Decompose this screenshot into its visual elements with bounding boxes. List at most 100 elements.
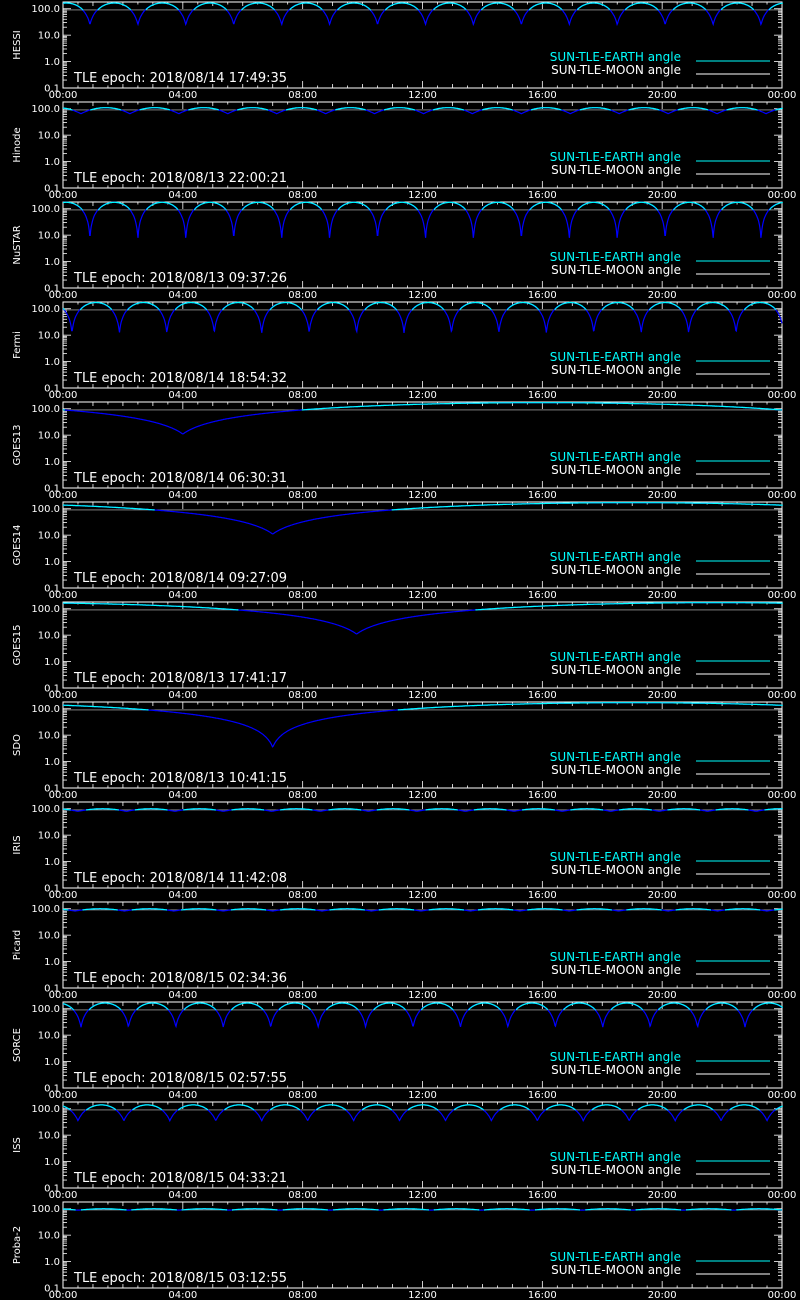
x-tick-label: 12:00 (408, 290, 437, 301)
panel-goes15: 100.010.01.00.100:00 04:00 08:00 12:00 16:00… (12, 601, 797, 701)
legend-earth-label: SUN-TLE-EARTH angle (550, 550, 681, 564)
x-tick-label: 12:00 (408, 1090, 437, 1101)
y-tick-label: 100.0 (31, 4, 60, 15)
y-tick-label: 1.0 (44, 1157, 60, 1168)
y-tick-label: 1.0 (44, 257, 60, 268)
legend-moon-label: SUN-TLE-MOON angle (551, 663, 681, 677)
x-tick-label: 00:00 (49, 890, 78, 901)
x-tick-label: 08:00 (288, 690, 317, 701)
y-axis-label: Proba-2 (12, 1226, 23, 1264)
x-tick-label: 00:00 (768, 1290, 797, 1300)
x-tick-label: 00:00 (49, 1190, 78, 1201)
tle-epoch-label: TLE epoch: 2018/08/15 02:34:36 (73, 971, 287, 986)
y-axis-label: Fermi (12, 331, 23, 359)
x-tick-label: 08:00 (288, 1290, 317, 1300)
legend-earth-label: SUN-TLE-EARTH angle (550, 1250, 681, 1264)
tle-epoch-label: TLE epoch: 2018/08/14 09:27:09 (73, 571, 287, 586)
legend-moon-label: SUN-TLE-MOON angle (551, 263, 681, 277)
y-tick-label: 1.0 (44, 857, 60, 868)
x-tick-label: 00:00 (768, 1090, 797, 1101)
y-axis-label: GOES13 (12, 424, 23, 465)
x-tick-label: 00:00 (49, 990, 78, 1001)
panel-iris: 100.010.01.00.100:00 04:00 08:00 12:00 16:00… (12, 801, 797, 901)
panel-hessi: 100.010.01.00.100:00 04:00 08:00 12:00 16:00… (12, 1, 796, 101)
legend-earth-label: SUN-TLE-EARTH angle (550, 150, 681, 164)
y-tick-label: 100.0 (31, 904, 60, 915)
x-tick-label: 20:00 (648, 1190, 677, 1201)
sun-tle-moon-curve (63, 808, 782, 812)
y-tick-label: 1.0 (44, 57, 60, 68)
y-axis-label: ISS (12, 1137, 23, 1153)
y-tick-label: 100.0 (31, 104, 60, 115)
y-tick-label: 1.0 (44, 757, 60, 768)
panel-goes13: 100.010.01.00.100:00 04:00 08:00 12:00 16:00… (12, 401, 797, 501)
y-axis-label: GOES14 (12, 524, 23, 565)
tle-epoch-label: TLE epoch: 2018/08/13 22:00:21 (73, 171, 287, 186)
y-tick-label: 10.0 (38, 731, 60, 742)
x-tick-label: 12:00 (408, 190, 437, 201)
y-tick-label: 0.1 (44, 684, 60, 695)
y-tick-label: 100.0 (31, 1004, 60, 1015)
sun-tle-earth-curve (63, 1104, 783, 1111)
y-tick-label: 100.0 (31, 404, 60, 415)
x-tick-label: 04:00 (168, 390, 197, 401)
x-tick-label: 04:00 (168, 1290, 197, 1300)
x-tick-label: 00:00 (768, 690, 797, 701)
x-tick-label: 20:00 (648, 890, 677, 901)
legend-moon-label: SUN-TLE-MOON angle (551, 163, 681, 177)
y-tick-label: 0.1 (44, 1084, 60, 1095)
x-tick-label: 04:00 (168, 90, 197, 101)
x-tick-label: 08:00 (288, 890, 317, 901)
sun-tle-earth-curve (63, 702, 783, 711)
tle-epoch-label: TLE epoch: 2018/08/13 09:37:26 (73, 271, 287, 286)
x-tick-label: 00:00 (49, 390, 78, 401)
x-tick-label: 16:00 (528, 1290, 557, 1300)
x-tick-label: 16:00 (528, 1190, 557, 1201)
x-tick-label: 08:00 (288, 790, 317, 801)
legend-earth-label: SUN-TLE-EARTH angle (550, 50, 681, 64)
x-tick-label: 12:00 (408, 90, 437, 101)
y-tick-label: 1.0 (44, 657, 60, 668)
x-tick-label: 12:00 (408, 990, 437, 1001)
y-tick-label: 0.1 (44, 384, 60, 395)
sun-tle-earth-curve (63, 301, 777, 311)
sun-tle-moon-curve (63, 702, 782, 748)
panel-sdo: 100.010.01.00.100:00 04:00 08:00 12:00 16:00… (12, 701, 797, 801)
x-tick-label: 00:00 (768, 890, 797, 901)
legend-moon-label: SUN-TLE-MOON angle (551, 363, 681, 377)
x-tick-label: 00:00 (768, 790, 797, 801)
x-tick-label: 20:00 (648, 390, 677, 401)
legend-moon-label: SUN-TLE-MOON angle (551, 1263, 681, 1277)
x-tick-label: 08:00 (288, 190, 317, 201)
x-tick-label: 20:00 (648, 690, 677, 701)
panel-goes14: 100.010.01.00.100:00 04:00 08:00 12:00 16:00… (12, 501, 796, 601)
y-tick-label: 0.1 (44, 84, 60, 95)
x-tick-label: 00:00 (49, 1090, 78, 1101)
x-tick-label: 12:00 (408, 790, 437, 801)
y-tick-label: 0.1 (44, 1284, 60, 1295)
sun-tle-moon-curve (63, 201, 783, 238)
y-tick-label: 100.0 (31, 704, 60, 715)
legend-moon-label: SUN-TLE-MOON angle (551, 763, 681, 777)
x-tick-label: 04:00 (168, 690, 197, 701)
x-tick-label: 20:00 (648, 290, 677, 301)
x-tick-label: 08:00 (288, 90, 317, 101)
x-tick-label: 00:00 (49, 290, 78, 301)
y-tick-label: 10.0 (38, 631, 60, 642)
y-tick-label: 1.0 (44, 557, 60, 568)
x-tick-label: 00:00 (768, 990, 797, 1001)
x-tick-label: 12:00 (408, 1190, 437, 1201)
legend-moon-label: SUN-TLE-MOON angle (551, 463, 681, 477)
y-axis-label: NuSTAR (12, 225, 23, 264)
x-tick-label: 16:00 (528, 490, 557, 501)
x-tick-label: 00:00 (768, 190, 797, 201)
y-tick-label: 10.0 (38, 1031, 60, 1042)
x-tick-label: 00:00 (49, 690, 78, 701)
legend-moon-label: SUN-TLE-MOON angle (551, 1163, 681, 1177)
x-tick-label: 12:00 (408, 590, 437, 601)
x-tick-label: 08:00 (288, 290, 317, 301)
x-tick-label: 00:00 (768, 490, 797, 501)
x-tick-label: 08:00 (288, 1090, 317, 1101)
y-tick-label: 10.0 (38, 831, 60, 842)
